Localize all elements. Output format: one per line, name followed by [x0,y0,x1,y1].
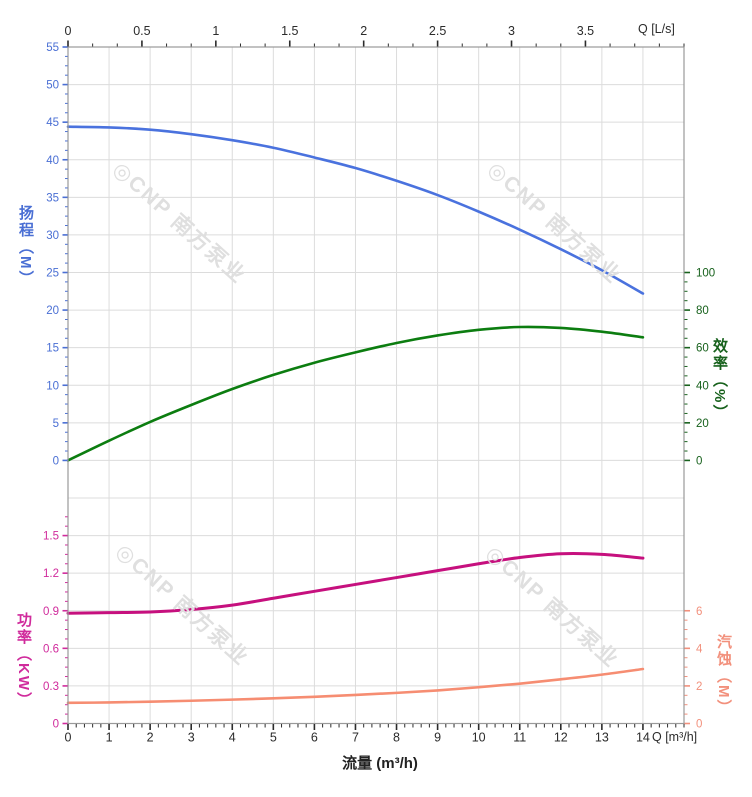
svg-text:0: 0 [65,24,72,38]
svg-text:0: 0 [53,455,59,467]
svg-text:55: 55 [46,42,59,54]
svg-text:3: 3 [188,731,195,745]
svg-text:25: 25 [46,268,59,280]
svg-text:0: 0 [696,719,702,731]
npsh-axis-title: 汽蚀（M） [715,634,732,717]
svg-text:1.2: 1.2 [43,568,59,580]
svg-text:9: 9 [434,731,441,745]
head-axis-title: 扬程（M） [17,205,34,288]
svg-text:40: 40 [46,155,59,167]
svg-text:2: 2 [696,681,702,693]
svg-text:35: 35 [46,192,59,204]
svg-text:40: 40 [696,380,709,392]
svg-text:0: 0 [65,731,72,745]
svg-text:11: 11 [513,731,526,745]
svg-text:7: 7 [352,731,359,745]
top-axis-unit-label: Q [L/s] [638,22,675,36]
svg-text:15: 15 [46,343,59,355]
svg-text:2: 2 [360,24,367,38]
svg-text:13: 13 [595,731,609,745]
svg-text:80: 80 [696,305,709,317]
svg-text:20: 20 [46,305,59,317]
svg-text:6: 6 [311,731,318,745]
svg-text:60: 60 [696,343,709,355]
svg-text:2: 2 [147,731,154,745]
svg-text:5: 5 [53,418,59,430]
svg-text:0.9: 0.9 [43,606,59,618]
svg-text:10: 10 [46,380,59,392]
svg-text:100: 100 [696,268,715,280]
svg-text:1: 1 [106,731,113,745]
flow-axis-title: 流量 (m³/h) [342,755,418,772]
power-axis-title: 功率（KW） [15,612,32,709]
svg-text:4: 4 [696,643,703,655]
svg-text:30: 30 [46,230,59,242]
svg-text:0.6: 0.6 [43,643,59,655]
bottom-axis-unit-label: Q [m³/h] [652,730,698,744]
efficiency-axis-title: 效率（%） [711,338,728,422]
svg-text:8: 8 [393,731,400,745]
svg-text:0: 0 [53,719,59,731]
svg-text:1: 1 [212,24,219,38]
svg-text:4: 4 [229,731,236,745]
svg-text:6: 6 [696,606,702,618]
svg-text:1.5: 1.5 [43,531,59,543]
svg-text:3.5: 3.5 [577,24,594,38]
svg-text:0.3: 0.3 [43,681,59,693]
svg-text:5: 5 [270,731,277,745]
svg-text:0: 0 [696,455,702,467]
svg-text:3: 3 [508,24,515,38]
svg-text:14: 14 [636,731,650,745]
svg-text:50: 50 [46,80,59,92]
svg-text:1.5: 1.5 [281,24,298,38]
svg-text:10: 10 [472,731,486,745]
svg-text:45: 45 [46,117,59,129]
svg-text:20: 20 [696,418,709,430]
svg-text:12: 12 [554,731,568,745]
svg-text:2.5: 2.5 [429,24,446,38]
svg-text:0.5: 0.5 [133,24,150,38]
